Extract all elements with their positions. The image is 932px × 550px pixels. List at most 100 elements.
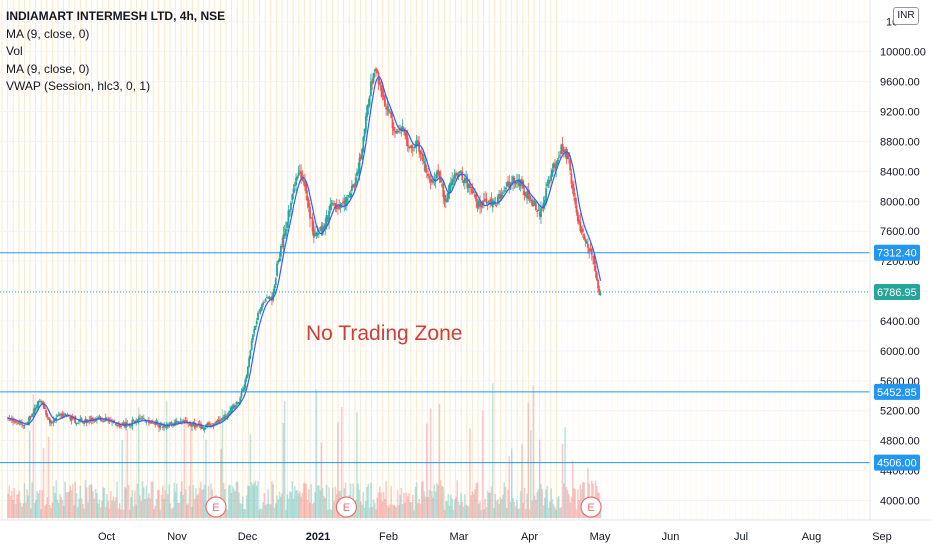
candle-body (333, 204, 336, 206)
volume-bar (514, 506, 517, 518)
volume-bar (268, 503, 271, 518)
volume-bar (231, 486, 234, 518)
candle-body (571, 183, 574, 190)
volume-bar (162, 485, 164, 518)
candle-body (213, 423, 216, 425)
volume-bar (420, 482, 423, 518)
candle-body (531, 199, 533, 206)
volume-bar (427, 496, 429, 518)
candle-body (262, 302, 264, 306)
candle-body (239, 397, 242, 403)
candle-body (385, 107, 388, 110)
candle-body (35, 407, 37, 409)
volume-bar (156, 489, 159, 518)
candle-body (495, 204, 498, 206)
candle-body (267, 297, 270, 299)
candle-body (29, 416, 32, 418)
volume-bar (127, 484, 130, 518)
candle-body (194, 423, 197, 427)
candle-body (297, 172, 300, 176)
price-tick-label: 9600.00 (880, 77, 920, 89)
volume-bar (80, 498, 83, 518)
candle-body (97, 417, 99, 419)
candle-body (466, 179, 469, 189)
time-tick-label: Mar (450, 531, 469, 543)
no-trading-zone-annotation: No Trading Zone (306, 322, 462, 345)
candle-body (269, 297, 272, 299)
candle-body (281, 243, 284, 245)
symbol-title[interactable]: INDIAMART INTERMESH LTD, 4h, NSE (6, 9, 226, 23)
volume-bar (526, 493, 528, 518)
volume-bar (151, 481, 154, 518)
candle-body (599, 293, 602, 295)
candle-body (130, 424, 132, 426)
volume-bar (386, 505, 389, 518)
volume-bar (329, 508, 332, 518)
candle-body (594, 265, 597, 272)
candle-body (38, 401, 41, 403)
candle-body (215, 421, 218, 425)
candle-body (504, 187, 507, 189)
volume-bar (18, 490, 21, 518)
volume-bar (315, 389, 318, 518)
volume-bar (249, 434, 252, 518)
volume-bar (12, 500, 14, 518)
candle-body (477, 200, 480, 206)
volume-bar (164, 489, 167, 518)
candle-body (367, 104, 370, 107)
candle-body (469, 183, 471, 189)
volume-bar (505, 508, 508, 518)
volume-bar (88, 485, 91, 518)
volume-bar (469, 428, 471, 518)
volume-bar (316, 485, 319, 518)
candle-body (551, 169, 554, 177)
volume-bar (148, 493, 150, 518)
candle-body (555, 162, 558, 171)
volume-bar (371, 507, 374, 518)
volume-bar (252, 485, 254, 518)
volume-bar (103, 487, 106, 518)
volume-bar (140, 501, 143, 518)
volume-bar (299, 491, 301, 518)
candle-body (321, 227, 324, 235)
volume-bar (498, 503, 500, 518)
legend-line-vol[interactable]: Vol (6, 44, 23, 58)
candle-body (396, 130, 399, 132)
candle-body (392, 126, 395, 131)
volume-bar (554, 507, 556, 518)
volume-bar (575, 509, 578, 518)
candle-body (513, 177, 516, 183)
legend-line-ma1[interactable]: MA (9, close, 0) (6, 26, 90, 41)
candle-body (451, 179, 454, 186)
volume-bar (466, 505, 469, 518)
volume-bar (446, 501, 448, 518)
currency-button[interactable]: INR (893, 7, 919, 25)
legend-line-ma2[interactable]: MA (9, close, 0) (6, 61, 90, 76)
volume-bar (328, 487, 330, 518)
legend-line-vwap[interactable]: VWAP (Session, hlc3, 0, 1) (6, 79, 151, 93)
volume-bar (273, 507, 276, 518)
candle-body (47, 417, 50, 419)
volume-bar (571, 461, 574, 518)
volume-bar (17, 494, 19, 518)
candle-body (248, 358, 251, 367)
volume-bar (400, 487, 403, 518)
volume-bar (522, 503, 525, 518)
volume-bar (398, 505, 400, 518)
candle-body (122, 422, 125, 424)
candle-body (344, 198, 347, 206)
candle-body (465, 178, 468, 181)
volume-bar (290, 492, 292, 518)
volume-bar (57, 502, 60, 518)
candle-body (545, 188, 547, 201)
candle-body (191, 424, 193, 427)
volume-bar (243, 509, 245, 518)
price-tick-label: 5200.00 (880, 406, 920, 418)
candle-body (573, 187, 575, 197)
candle-body (65, 414, 68, 416)
candle-body (429, 179, 432, 182)
candle-body (574, 197, 577, 205)
candle-body (515, 181, 518, 183)
candle-body (427, 173, 429, 177)
